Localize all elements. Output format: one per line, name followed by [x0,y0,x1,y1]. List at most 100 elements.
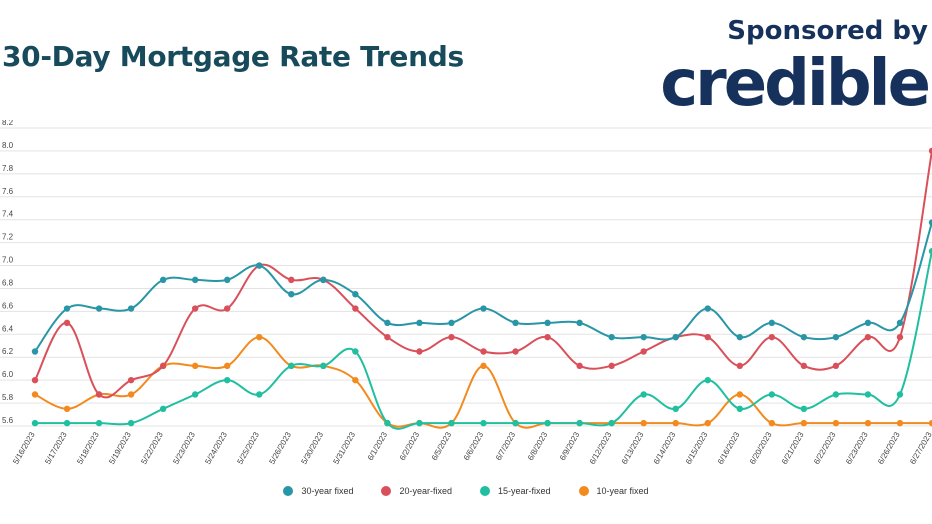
x-tick-label: 6/27/2023 [908,430,932,466]
y-tick-label: 8.0 [2,141,14,150]
legend-label-30-year: 30-year fixed [301,486,354,496]
data-point-20-year-fixed [544,333,551,341]
line-chart: 5.6 5.8 6.0 6.2 6.4 6.6 6.8 7.0 7.2 7.4 7.6 7.8 8.0 8… [0,120,932,466]
data-point-30-year-fixed [288,290,295,298]
x-tick-label: 5/24/2023 [203,430,229,466]
legend-marker-20-year [381,486,392,496]
x-tick-label: 6/13/2023 [620,430,646,466]
data-point-15-year-fixed [288,362,295,370]
data-point-10-year-fixed [31,391,39,398]
data-point-20-year-fixed [416,348,423,355]
y-tick-label: 7.2 [2,233,14,242]
data-point-20-year-fixed [159,362,167,370]
data-point-10-year-fixed [704,419,711,427]
data-point-15-year-fixed [416,419,423,427]
credible-logo: credible [660,47,931,121]
data-point-10-year-fixed [224,362,231,370]
data-point-15-year-fixed [63,419,71,427]
x-tick-label: 5/17/2023 [43,430,69,466]
data-point-20-year-fixed [448,333,455,341]
x-tick-label: 5/23/2023 [171,430,197,466]
data-point-30-year-fixed [672,333,679,341]
data-point-30-year-fixed [640,333,647,341]
data-point-20-year-fixed [800,362,808,370]
data-point-10-year-fixed [896,419,904,427]
x-tick-label: 5/31/2023 [331,430,357,466]
data-point-30-year-fixed [448,319,455,327]
data-point-30-year-fixed [896,319,904,327]
series-line-15-year-fixed [35,250,932,430]
data-point-20-year-fixed [224,305,231,312]
data-point-15-year-fixed [832,391,840,398]
data-point-30-year-fixed [384,319,391,327]
y-tick-label: 8.2 [2,120,14,127]
series-line-30-year-fixed [34,222,932,353]
y-tick-label: 7.6 [2,187,14,196]
data-point-15-year-fixed [480,419,487,427]
data-point-15-year-fixed [31,419,39,427]
data-point-15-year-fixed [704,376,711,384]
x-tick-label: 6/14/2023 [652,430,678,466]
data-point-15-year-fixed [191,391,199,398]
data-point-30-year-fixed [416,319,423,327]
x-tick-label: 5/18/2023 [75,430,101,466]
data-point-30-year-fixed [736,333,743,341]
x-tick-label: 6/22/2023 [812,430,838,466]
data-point-20-year-fixed [704,333,711,341]
data-point-20-year-fixed [832,362,840,370]
data-point-10-year-fixed [768,419,776,427]
legend-label-10-year: 10-year fixed [596,486,649,496]
y-tick-label: 6.0 [2,370,14,379]
x-tick-label: 5/26/2023 [267,430,293,466]
data-point-30-year-fixed [512,319,519,327]
data-point-15-year-fixed [320,362,327,370]
data-point-30-year-fixed [768,319,776,327]
x-tick-label: 5/19/2023 [107,430,133,466]
data-point-30-year-fixed [352,290,359,298]
data-point-30-year-fixed [127,305,135,312]
legend-item-30-year: 30-year fixed [283,486,353,496]
data-point-10-year-fixed [352,376,359,384]
data-point-30-year-fixed [95,305,103,312]
data-point-20-year-fixed [576,362,583,370]
data-point-15-year-fixed [768,391,776,398]
data-point-20-year-fixed [384,333,391,341]
x-tick-label: 6/21/2023 [780,430,806,466]
data-point-15-year-fixed [800,405,808,413]
sponsored-by-label: Sponsored by [727,16,928,46]
x-tick-label: 5/22/2023 [139,430,165,466]
data-point-30-year-fixed [544,319,551,327]
series-line-20-year-fixed [34,150,932,399]
data-point-30-year-fixed [256,262,263,269]
legend-item-10-year: 10-year fixed [578,486,649,496]
data-point-15-year-fixed [448,419,455,427]
data-point-15-year-fixed [576,419,583,427]
x-tick-label: 5/30/2023 [299,430,325,466]
data-point-20-year-fixed [640,348,647,355]
x-tick-label: 6/23/2023 [844,430,870,466]
data-point-10-year-fixed [191,362,199,370]
data-point-10-year-fixed [480,362,487,370]
data-point-10-year-fixed [928,419,932,427]
x-tick-label: 6/2/2023 [398,430,422,462]
data-point-15-year-fixed [896,391,904,398]
x-tick-label: 6/9/2023 [558,430,582,462]
data-point-30-year-fixed [928,219,932,226]
data-point-30-year-fixed [864,319,872,327]
data-point-15-year-fixed [608,419,615,427]
data-point-30-year-fixed [608,333,615,341]
data-point-15-year-fixed [544,419,551,427]
x-tick-label: 6/15/2023 [684,430,710,466]
data-point-30-year-fixed [159,276,167,284]
data-point-30-year-fixed [320,276,327,284]
y-tick-label: 6.8 [2,278,14,287]
data-point-10-year-fixed [672,419,679,427]
y-tick-label: 7.0 [2,256,14,265]
data-point-20-year-fixed [512,348,519,355]
data-point-10-year-fixed [864,419,872,427]
data-point-10-year-fixed [736,391,743,398]
data-point-15-year-fixed [864,391,872,398]
data-point-15-year-fixed [256,391,263,398]
legend-item-15-year: 15-year-fixed [480,486,551,496]
data-point-20-year-fixed [288,276,295,284]
